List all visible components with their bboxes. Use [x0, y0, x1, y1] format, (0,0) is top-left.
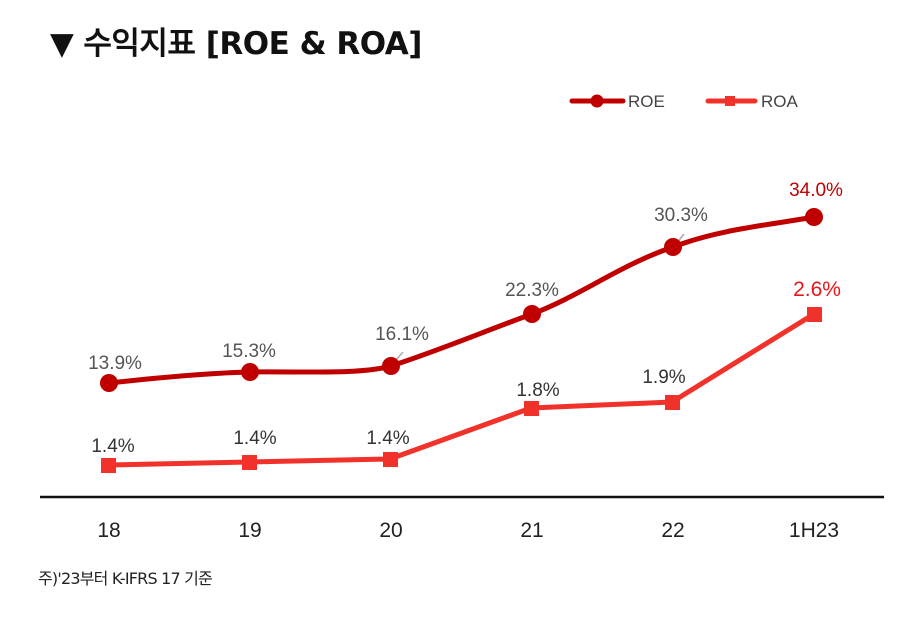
chart-title-text: 수익지표 [ROE & ROA] [83, 26, 422, 62]
roa-point [101, 458, 116, 473]
data-label-highlight: 34.0% [789, 180, 843, 201]
chart-title: ▼ 수익지표 [ROE & ROA] [50, 18, 422, 63]
data-label: 1.4% [91, 436, 134, 457]
roe-markers [100, 208, 823, 392]
roe-point [100, 374, 118, 392]
footnote: 주)'23부터 K-IFRS 17 기준 [38, 569, 213, 588]
data-label: 22.3% [505, 280, 559, 301]
legend: ROE ROA [569, 92, 799, 111]
roa-markers [101, 307, 822, 473]
roa-point [524, 401, 539, 416]
roa-line [107, 311, 816, 468]
roa-point [665, 395, 680, 410]
triangle-down-icon: ▼ [50, 26, 74, 62]
data-label: 15.3% [222, 341, 276, 362]
roe-point [523, 305, 541, 323]
legend-item-roa: ROA [705, 92, 799, 111]
roe-point [241, 363, 259, 381]
data-label-highlight: 2.6% [793, 278, 841, 301]
roe-point [382, 357, 400, 375]
legend-label-roa: ROA [761, 92, 799, 111]
roe-point [805, 208, 823, 226]
data-label: 1.8% [516, 380, 559, 401]
data-label: 13.9% [88, 353, 142, 374]
legend-item-roe: ROE [569, 92, 665, 111]
x-tick-label: 19 [238, 519, 261, 542]
data-label: 16.1% [375, 324, 429, 345]
square-marker-icon [725, 96, 735, 106]
data-label: 1.4% [366, 428, 409, 449]
roa-point [807, 307, 822, 322]
x-tick-label: 22 [661, 519, 684, 542]
data-label: 30.3% [654, 205, 708, 226]
roe-data-labels: 13.9% 15.3% 16.1% 22.3% 30.3% 34.0% [88, 180, 843, 374]
roa-point [242, 455, 257, 470]
x-tick-label: 21 [520, 519, 543, 542]
circle-marker-icon [590, 94, 604, 108]
data-label: 1.9% [642, 367, 685, 388]
roa-data-labels: 1.4% 1.4% 1.4% 1.8% 1.9% 2.6% [91, 278, 841, 457]
x-axis-labels: 18 19 20 21 22 1H23 [97, 519, 839, 542]
roe-point [664, 238, 682, 256]
data-label: 1.4% [233, 428, 276, 449]
roa-point [383, 452, 398, 467]
x-tick-label: 20 [379, 519, 402, 542]
legend-label-roe: ROE [628, 92, 665, 111]
x-tick-label: 18 [97, 519, 120, 542]
roe-line [106, 214, 817, 386]
x-tick-label: 1H23 [789, 519, 839, 542]
